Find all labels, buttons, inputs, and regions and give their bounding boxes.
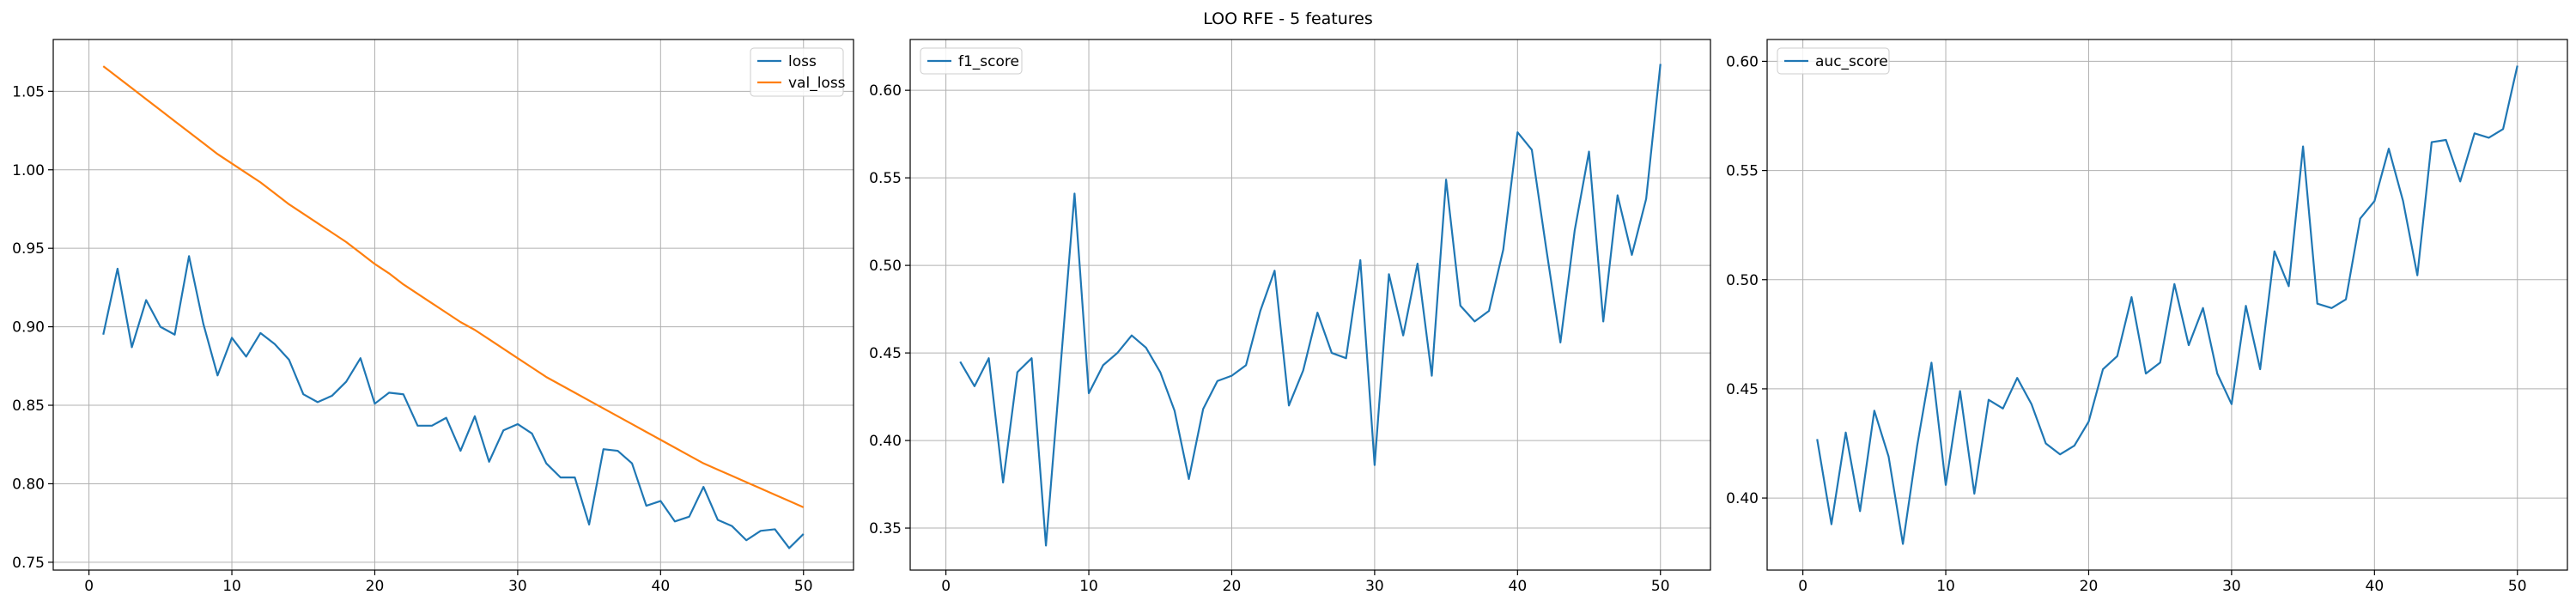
y-tick-label-4: 0.55 (869, 170, 902, 187)
y-tick-label-1: 0.45 (1726, 381, 1759, 398)
y-tick-label-2: 0.50 (1726, 272, 1759, 289)
subplot-2: 0 10 20 30 40 50 0.35 0.40 0.45 0.50 0.55 0.60 f1_sc… (869, 39, 1711, 595)
legend: loss val_loss (750, 47, 846, 97)
y-tick-label-0: 0.75 (12, 555, 45, 572)
x-tick-label-3: 30 (1365, 578, 1384, 595)
legend-label-val_loss: val_loss (788, 75, 846, 92)
legend-label-auc_score: auc_score (1815, 53, 1888, 70)
subplot-1: 0 10 20 30 40 50 0.75 0.80 0.85 0.90 0.95 1.00 1.05 l… (12, 39, 854, 595)
y-tick-label-3: 0.55 (1726, 163, 1759, 180)
y-tick-label-3: 0.50 (869, 258, 902, 275)
x-tick-label-0: 0 (1798, 578, 1807, 595)
series-line-loss (102, 255, 805, 549)
series-line-val_loss (102, 65, 805, 508)
x-tick-label-4: 40 (1509, 578, 1528, 595)
y-tick-label-5: 0.60 (869, 82, 902, 100)
y-tick-label-4: 0.95 (12, 240, 45, 258)
y-tick-label-4: 0.60 (1726, 53, 1759, 70)
x-tick-label-5: 50 (1651, 578, 1670, 595)
y-tick-label-5: 1.00 (12, 162, 45, 179)
x-tick-label-2: 20 (2080, 578, 2099, 595)
x-tick-label-5: 50 (794, 578, 813, 595)
x-tick-label-0: 0 (941, 578, 951, 595)
y-tick-label-2: 0.85 (12, 398, 45, 415)
x-tick-label-1: 10 (1936, 578, 1955, 595)
subplots: 0 10 20 30 40 50 0.75 0.80 0.85 0.90 0.95 1.00 1.05 l… (12, 39, 2568, 595)
axes-frame (909, 39, 1711, 571)
x-tick-label-2: 20 (1223, 578, 1242, 595)
y-tick-label-1: 0.40 (869, 433, 902, 450)
x-tick-label-4: 40 (2366, 578, 2385, 595)
axes-frame (1766, 39, 2568, 571)
legend: f1_score (920, 47, 1023, 75)
legend-box (1777, 47, 1890, 75)
legend-box (920, 47, 1023, 75)
x-tick-label-5: 50 (2508, 578, 2527, 595)
y-tick-label-1: 0.80 (12, 476, 45, 493)
series-line-auc_score (1816, 65, 2518, 545)
legend-label-f1_score: f1_score (958, 53, 1019, 70)
x-tick-label-3: 30 (2222, 578, 2241, 595)
x-tick-label-3: 30 (508, 578, 527, 595)
legend: auc_score (1777, 47, 1890, 75)
x-tick-label-4: 40 (652, 578, 671, 595)
subplot-3: 0 10 20 30 40 50 0.40 0.45 0.50 0.55 0.60 auc_score (1726, 39, 2568, 595)
x-tick-label-0: 0 (84, 578, 94, 595)
y-tick-label-0: 0.40 (1726, 490, 1759, 507)
y-tick-label-2: 0.45 (869, 345, 902, 362)
x-tick-label-1: 10 (1079, 578, 1098, 595)
axes-frame (52, 39, 854, 571)
y-tick-label-6: 1.05 (12, 83, 45, 100)
x-tick-label-2: 20 (366, 578, 385, 595)
series-line-f1_score (959, 64, 1662, 547)
legend-label-loss: loss (788, 53, 817, 70)
x-tick-label-1: 10 (222, 578, 241, 595)
y-tick-label-3: 0.90 (12, 319, 45, 337)
figure-title: LOO RFE - 5 features (1203, 9, 1373, 28)
y-tick-label-0: 0.35 (869, 520, 902, 537)
